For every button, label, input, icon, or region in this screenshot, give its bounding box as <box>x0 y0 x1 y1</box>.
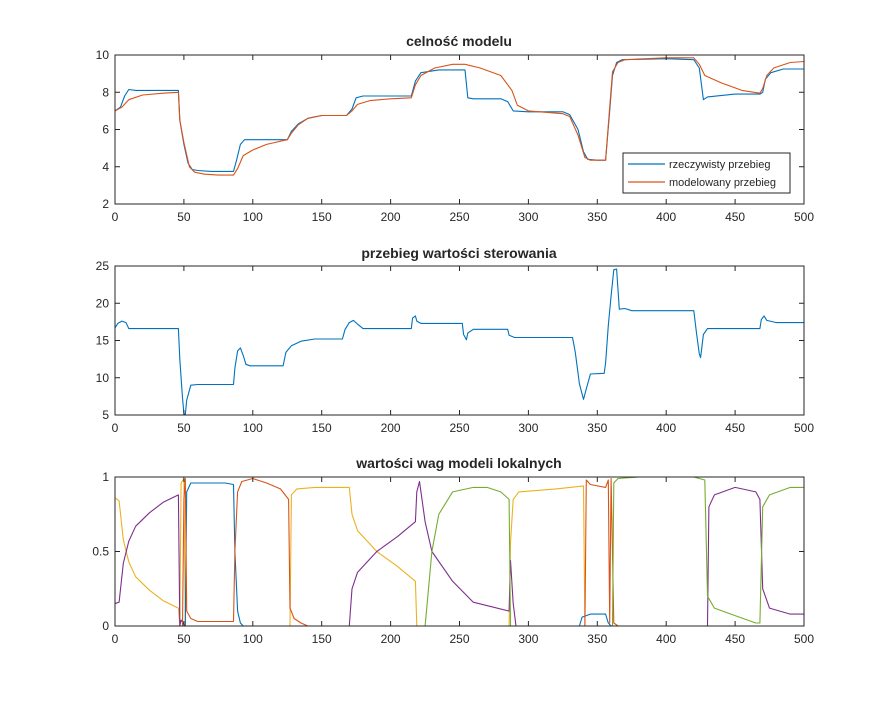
y-tick-label: 6 <box>102 123 109 137</box>
axes-3-series-layer <box>115 477 804 626</box>
x-tick-label: 150 <box>312 210 332 224</box>
y-tick-label: 0 <box>102 619 109 633</box>
legend[interactable]: rzeczywisty przebieg modelowany przebieg <box>622 152 791 194</box>
x-tick-label: 0 <box>112 632 119 646</box>
x-tick-label: 100 <box>243 210 263 224</box>
axes-control-signal: przebieg wartości sterowania 0 50 100 150 20… <box>96 245 815 435</box>
x-tick-label: 250 <box>449 210 469 224</box>
axes-1-ticks: 0 50 100 150 200 250 300 350 400 450 500 2 4 6 8 10 <box>96 48 815 224</box>
x-tick-label: 500 <box>794 632 814 646</box>
x-tick-label: 200 <box>381 210 401 224</box>
y-tick-label: 1 <box>102 470 109 484</box>
axes-model-accuracy: celność modelu 0 50 100 150 200 250 300 350 400 4… <box>96 33 815 224</box>
x-tick-label: 50 <box>177 421 191 435</box>
axes-1-series-line-2 <box>115 57 804 176</box>
x-tick-label: 50 <box>177 632 191 646</box>
x-tick-label: 450 <box>725 632 745 646</box>
y-tick-label: 10 <box>96 371 110 385</box>
x-tick-label: 250 <box>449 421 469 435</box>
x-tick-label: 200 <box>381 632 401 646</box>
axes-1-series-line-1 <box>115 58 804 172</box>
y-tick-label: 8 <box>102 85 109 99</box>
axes-3-series-line-2 <box>115 480 804 626</box>
axes-1-title: celność modelu <box>406 33 512 49</box>
x-tick-label: 400 <box>656 632 676 646</box>
axes-3-series-line-5 <box>115 477 804 626</box>
y-tick-label: 2 <box>102 197 109 211</box>
y-tick-label: 10 <box>96 48 110 62</box>
y-tick-label: 20 <box>96 296 110 310</box>
axes-3-title: wartości wag modeli lokalnych <box>355 455 561 471</box>
legend-box <box>622 152 791 194</box>
axes-2-series-layer <box>115 268 804 415</box>
x-tick-label: 150 <box>312 421 332 435</box>
axes-2-ticks: 0 50 100 150 200 250 300 350 400 450 500 5 10 15 20 25 <box>96 259 815 435</box>
x-tick-label: 0 <box>112 210 119 224</box>
x-tick-label: 250 <box>449 632 469 646</box>
axes-2-series-line-1 <box>115 268 804 415</box>
y-tick-label: 15 <box>96 334 110 348</box>
y-tick-label: 0.5 <box>92 545 109 559</box>
x-tick-label: 350 <box>587 210 607 224</box>
y-tick-label: 4 <box>102 160 109 174</box>
y-tick-label: 5 <box>102 408 109 422</box>
x-tick-label: 500 <box>794 210 814 224</box>
axes-3-series-line-1 <box>115 477 804 626</box>
axes-1-series-layer <box>115 57 804 176</box>
x-tick-label: 450 <box>725 421 745 435</box>
legend-label-real: rzeczywisty przebieg <box>669 159 770 171</box>
axes-3-ticks: 0 50 100 150 200 250 300 350 400 450 500 0 0.5 1 <box>92 470 814 646</box>
x-tick-label: 350 <box>587 421 607 435</box>
x-tick-label: 100 <box>243 632 263 646</box>
x-tick-label: 400 <box>656 421 676 435</box>
axes-3-series-line-4 <box>115 477 804 626</box>
axes-2-title: przebieg wartości sterowania <box>361 245 556 261</box>
x-tick-label: 300 <box>518 632 538 646</box>
x-tick-label: 350 <box>587 632 607 646</box>
axes-local-model-weights: wartości wag modeli lokalnych 0 50 100 150 2… <box>92 455 814 646</box>
legend-label-model: modelowany przebieg <box>669 177 776 189</box>
x-tick-label: 300 <box>518 210 538 224</box>
x-tick-label: 150 <box>312 632 332 646</box>
x-tick-label: 0 <box>112 421 119 435</box>
x-tick-label: 500 <box>794 421 814 435</box>
x-tick-label: 200 <box>381 421 401 435</box>
axes-3-series-line-3 <box>115 482 804 626</box>
x-tick-label: 300 <box>518 421 538 435</box>
x-tick-label: 400 <box>656 210 676 224</box>
x-tick-label: 450 <box>725 210 745 224</box>
y-tick-label: 25 <box>96 259 110 273</box>
x-tick-label: 100 <box>243 421 263 435</box>
x-tick-label: 50 <box>177 210 191 224</box>
